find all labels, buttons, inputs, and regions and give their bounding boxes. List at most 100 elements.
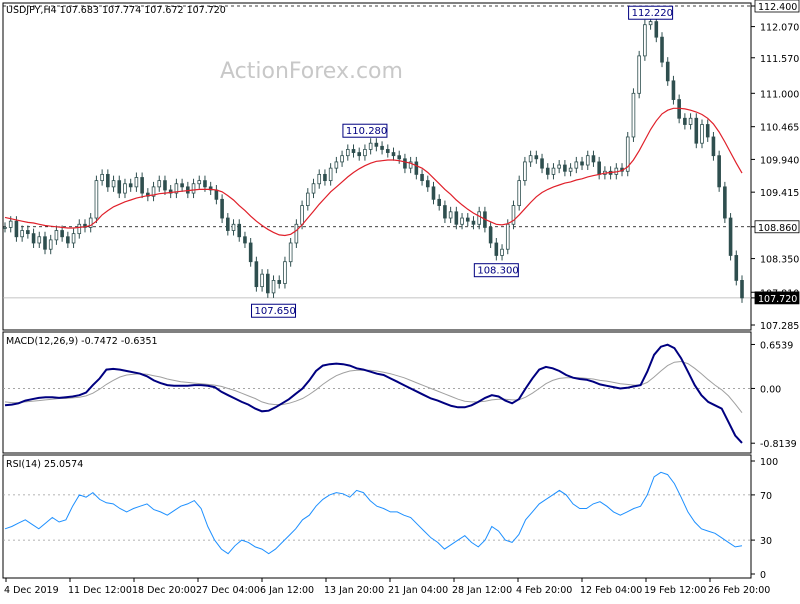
price-tick-label: 111.000	[760, 89, 799, 100]
x-tick-label: 13 Jan 20:00	[324, 585, 384, 596]
candle-body	[305, 192, 310, 206]
candle-body	[477, 211, 481, 225]
candle-body	[328, 167, 333, 182]
candle-body	[654, 21, 659, 38]
x-tick-label: 11 Dec 12:00	[68, 585, 132, 596]
candle-body	[237, 223, 242, 238]
candle-body	[20, 230, 24, 238]
candle-body	[111, 180, 116, 188]
candle-body	[723, 186, 727, 219]
rsi-line	[4, 471, 743, 555]
candle-body	[117, 180, 122, 194]
candle-body	[494, 242, 499, 256]
candle-body	[283, 261, 287, 284]
candle-body	[523, 161, 527, 182]
candle-body	[8, 220, 13, 228]
candle-body	[574, 161, 579, 169]
candle-body	[568, 167, 573, 172]
candle-body	[174, 183, 179, 194]
candle-body	[197, 180, 202, 185]
candle-body	[48, 239, 53, 250]
candle-body	[254, 261, 259, 288]
candle-body	[591, 155, 596, 163]
candle-body	[243, 236, 247, 244]
candle-body	[140, 177, 144, 194]
x-tick-label: 4 Feb 20:00	[516, 585, 572, 596]
candle-body	[385, 149, 390, 153]
candle-body	[340, 155, 344, 163]
x-tick-label: 12 Feb 04:00	[580, 585, 642, 596]
macd-panel-title: MACD(12,26,9) -0.7472 -0.6351	[6, 336, 158, 347]
candle-body	[740, 280, 744, 299]
annotation-box	[473, 263, 519, 278]
candle-body	[711, 136, 716, 157]
annotation-box	[628, 5, 674, 20]
candle-body	[288, 242, 293, 263]
candle-body	[146, 192, 150, 197]
candle-body	[551, 167, 556, 175]
candle-body	[625, 136, 630, 172]
price-tick-label: 108.350	[760, 255, 799, 266]
candle-body	[448, 211, 453, 219]
candle-body	[563, 164, 567, 172]
candle-body	[3, 226, 7, 229]
annotation-label: 110.280	[346, 126, 387, 137]
rsi-tick-label: 100	[760, 457, 778, 468]
macd-tick-label: 0.00	[760, 384, 781, 395]
annotation-label: 108.300	[477, 266, 518, 277]
candle-body	[408, 161, 413, 169]
candle-body	[660, 36, 664, 63]
candle-body	[151, 186, 156, 197]
candle-body	[226, 217, 230, 231]
macd-tick-label: -0.8139	[760, 439, 797, 450]
macd-line	[4, 343, 743, 444]
annotation-label: 112.220	[632, 8, 673, 19]
rsi-y-axis: 100 70 30 0	[751, 457, 778, 581]
candle-body	[220, 198, 224, 219]
candle-body	[717, 155, 721, 188]
price-panel: ActionForex.com USDJPY,H4 107.683 107.77…	[2, 0, 800, 332]
candle-body	[391, 152, 396, 157]
candle-body	[294, 223, 299, 244]
candle-body	[585, 155, 590, 166]
macd-signal-line	[4, 360, 743, 414]
candle-body	[214, 189, 219, 200]
rsi-panel-frame	[2, 454, 752, 579]
candle-body	[648, 21, 653, 26]
annotation-box	[251, 303, 297, 318]
price-annotations: 112.220 110.280 108.300 107.650	[251, 5, 674, 318]
annotation-label: 107.650	[255, 306, 296, 317]
price-tick-label: 107.285	[760, 321, 799, 332]
candle-body	[300, 205, 304, 225]
candle-body	[128, 183, 133, 188]
price-y-axis: 112.400 112.070 111.570 111.000 110.465 109.9…	[751, 0, 800, 332]
candle-body	[60, 230, 64, 238]
candle-body	[734, 255, 739, 281]
candle-body	[580, 161, 584, 166]
price-tick-label: 110.465	[760, 123, 799, 134]
candle-body	[323, 173, 327, 182]
annotation-box	[342, 123, 388, 138]
watermark-text: ActionForex.com	[220, 59, 403, 84]
candle-body	[665, 61, 670, 82]
candle-body	[443, 205, 447, 219]
price-tick-box	[754, 220, 800, 234]
candle-body	[71, 233, 76, 244]
price-tick-label: 112.400	[758, 2, 797, 13]
candle-body	[248, 242, 253, 263]
x-tick-label: 19 Feb 12:00	[644, 585, 706, 596]
x-tick-label: 21 Jan 04:00	[388, 585, 448, 596]
moving-average-line	[4, 107, 743, 237]
candle-body	[88, 217, 93, 228]
candle-body	[420, 173, 424, 182]
candle-body	[397, 155, 402, 160]
candle-body	[380, 145, 384, 150]
candle-body	[631, 92, 636, 138]
candle-body	[637, 55, 641, 94]
candle-body	[374, 142, 379, 147]
candle-body	[43, 236, 47, 250]
candle-body	[345, 149, 350, 157]
candle-body	[31, 233, 36, 244]
